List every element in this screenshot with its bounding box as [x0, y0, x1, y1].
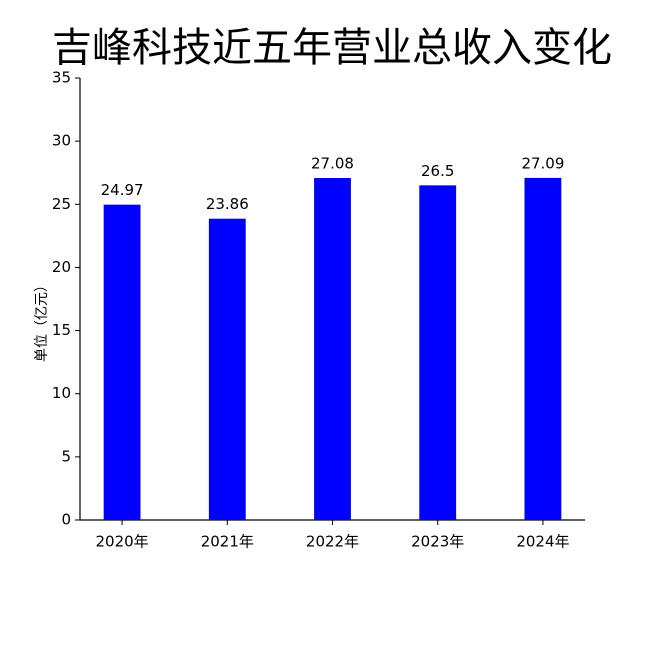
y-tick-label: 20: [52, 258, 71, 276]
y-tick-label: 15: [52, 321, 71, 339]
y-tick-label: 35: [52, 69, 71, 87]
chart-title: 吉峰科技近五年营业总收入变化: [52, 25, 612, 71]
value-label: 27.08: [311, 155, 354, 173]
bar: [524, 177, 562, 520]
y-tick-label: 0: [61, 511, 71, 529]
bar: [419, 185, 457, 521]
value-label: 23.86: [206, 195, 249, 213]
y-tick-label: 30: [52, 132, 71, 150]
value-label: 27.09: [521, 154, 564, 172]
x-tick-label: 2020年: [95, 533, 148, 551]
x-tick-label: 2024年: [516, 533, 569, 551]
x-tick-label: 2023年: [411, 533, 464, 551]
y-tick-label: 25: [52, 195, 71, 213]
bar: [314, 178, 351, 520]
y-tick-label: 5: [61, 447, 71, 465]
y-axis-label: 单位（亿元）: [34, 278, 50, 362]
y-tick-label: 10: [52, 384, 71, 402]
value-label: 26.5: [421, 162, 454, 180]
value-label: 24.97: [101, 181, 144, 199]
bar: [208, 218, 246, 520]
x-tick-label: 2021年: [201, 533, 254, 551]
bar: [103, 204, 141, 521]
x-tick-label: 2022年: [306, 533, 359, 551]
